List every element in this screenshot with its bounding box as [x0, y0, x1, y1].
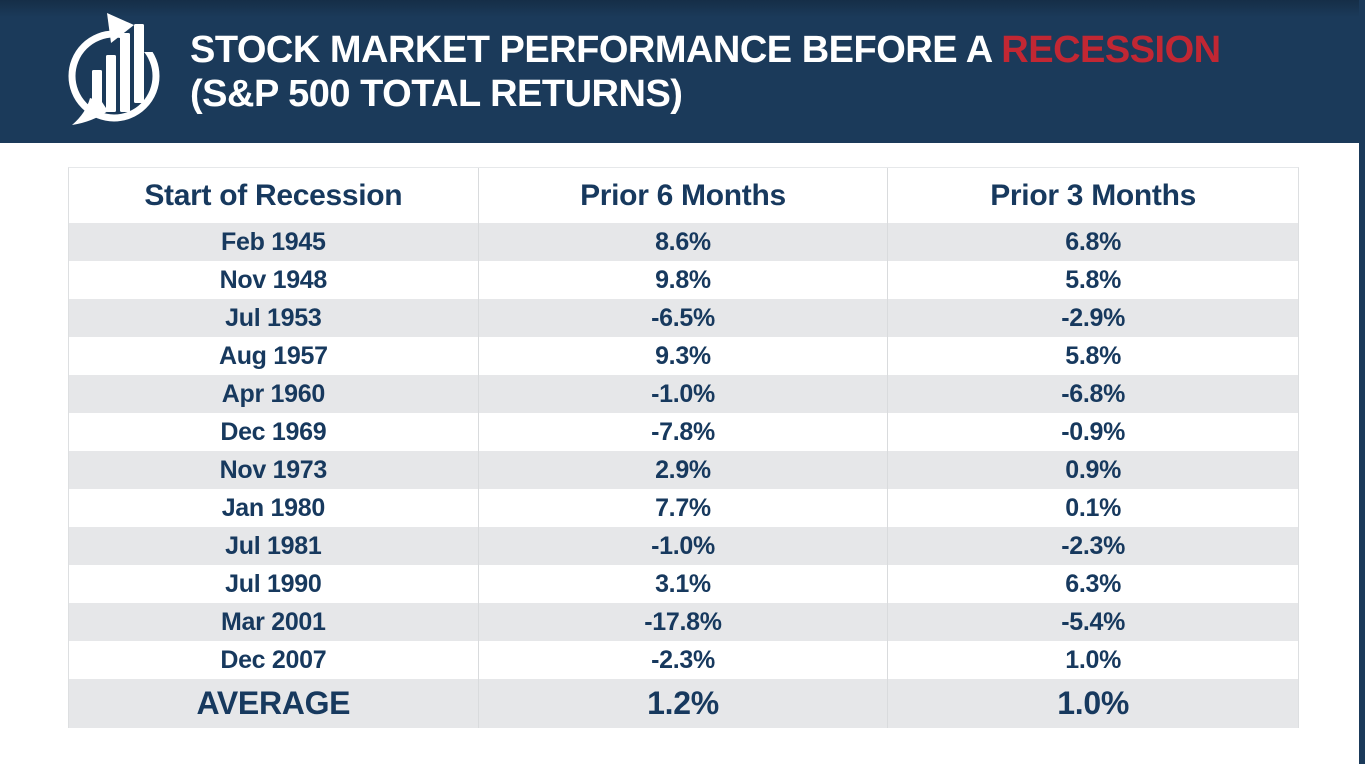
cell-recession-start: Apr 1960 — [69, 375, 479, 413]
cell-prior-6-months: -1.0% — [478, 527, 889, 565]
title-line-1: STOCK MARKET PERFORMANCE BEFORE A RECESS… — [190, 28, 1221, 72]
cell-recession-start: Feb 1945 — [69, 223, 479, 261]
table-row: Nov 1973 2.9% 0.9% — [69, 451, 1298, 489]
returns-table: Start of Recession Prior 6 Months Prior … — [68, 167, 1299, 728]
average-prior-6-months: 1.2% — [478, 679, 889, 728]
cell-prior-6-months: -7.8% — [478, 413, 889, 451]
cell-prior-6-months: 9.8% — [478, 261, 889, 299]
cell-recession-start: Jul 1953 — [69, 299, 479, 337]
cell-recession-start: Jul 1981 — [69, 527, 479, 565]
cell-prior-3-months: -5.4% — [888, 603, 1298, 641]
cell-recession-start: Aug 1957 — [69, 337, 479, 375]
title-highlight: RECESSION — [1001, 28, 1221, 71]
cell-prior-6-months: -6.5% — [478, 299, 889, 337]
column-header-prior-6-months: Prior 6 Months — [478, 168, 889, 223]
average-label: AVERAGE — [69, 679, 479, 728]
table-row: Aug 1957 9.3% 5.8% — [69, 337, 1298, 375]
column-header-start-of-recession: Start of Recession — [69, 168, 479, 223]
cell-prior-3-months: 1.0% — [888, 641, 1298, 679]
cell-prior-3-months: 6.3% — [888, 565, 1298, 603]
cell-prior-3-months: 0.9% — [888, 451, 1298, 489]
table-row: Jul 1953 -6.5% -2.9% — [69, 299, 1298, 337]
cell-recession-start: Jul 1990 — [69, 565, 479, 603]
table-body: Feb 1945 8.6% 6.8% Nov 1948 9.8% 5.8% Ju… — [69, 223, 1298, 679]
bar-chart-speech-bubble-logo-icon — [60, 12, 170, 132]
table-row: Dec 2007 -2.3% 1.0% — [69, 641, 1298, 679]
cell-prior-6-months: -17.8% — [478, 603, 889, 641]
cell-recession-start: Dec 2007 — [69, 641, 479, 679]
cell-prior-6-months: 8.6% — [478, 223, 889, 261]
table-row: Nov 1948 9.8% 5.8% — [69, 261, 1298, 299]
cell-recession-start: Dec 1969 — [69, 413, 479, 451]
cell-recession-start: Nov 1948 — [69, 261, 479, 299]
table-row: Mar 2001 -17.8% -5.4% — [69, 603, 1298, 641]
cell-recession-start: Jan 1980 — [69, 489, 479, 527]
page-title: STOCK MARKET PERFORMANCE BEFORE A RECESS… — [190, 28, 1221, 116]
title-prefix: STOCK MARKET PERFORMANCE BEFORE A — [190, 28, 1002, 71]
title-line-2: (S&P 500 TOTAL RETURNS) — [190, 72, 683, 115]
cell-prior-6-months: -2.3% — [478, 641, 889, 679]
frame-edge-strip — [1359, 0, 1365, 764]
cell-prior-6-months: 2.9% — [478, 451, 889, 489]
cell-recession-start: Nov 1973 — [69, 451, 479, 489]
table-header-row: Start of Recession Prior 6 Months Prior … — [69, 168, 1298, 223]
table-row: Dec 1969 -7.8% -0.9% — [69, 413, 1298, 451]
table-row: Apr 1960 -1.0% -6.8% — [69, 375, 1298, 413]
cell-prior-3-months: 5.8% — [888, 261, 1298, 299]
column-header-prior-3-months: Prior 3 Months — [888, 168, 1298, 223]
table-row: Jul 1990 3.1% 6.3% — [69, 565, 1298, 603]
table-row: Jul 1981 -1.0% -2.3% — [69, 527, 1298, 565]
cell-prior-3-months: -2.3% — [888, 527, 1298, 565]
header-banner: STOCK MARKET PERFORMANCE BEFORE A RECESS… — [0, 0, 1365, 143]
table-row: Feb 1945 8.6% 6.8% — [69, 223, 1298, 261]
cell-prior-3-months: -2.9% — [888, 299, 1298, 337]
cell-recession-start: Mar 2001 — [69, 603, 479, 641]
cell-prior-6-months: 9.3% — [478, 337, 889, 375]
cell-prior-3-months: 6.8% — [888, 223, 1298, 261]
cell-prior-6-months: 7.7% — [478, 489, 889, 527]
cell-prior-6-months: 3.1% — [478, 565, 889, 603]
cell-prior-3-months: -0.9% — [888, 413, 1298, 451]
table-row: Jan 1980 7.7% 0.1% — [69, 489, 1298, 527]
cell-prior-3-months: -6.8% — [888, 375, 1298, 413]
table-average-row: AVERAGE 1.2% 1.0% — [69, 679, 1298, 728]
cell-prior-3-months: 5.8% — [888, 337, 1298, 375]
average-prior-3-months: 1.0% — [888, 679, 1298, 728]
cell-prior-6-months: -1.0% — [478, 375, 889, 413]
cell-prior-3-months: 0.1% — [888, 489, 1298, 527]
